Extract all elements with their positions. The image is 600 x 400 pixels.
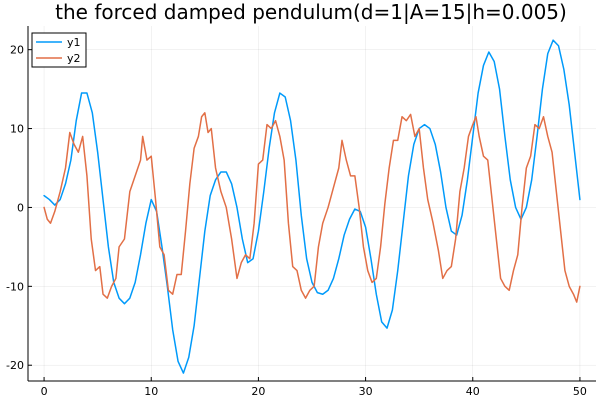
x-tick-label: 50 [573,385,587,398]
series-line-y1 [43,39,581,374]
y-tick-label: 10 [10,123,24,136]
x-tick-label: 20 [251,385,265,398]
legend-box [31,32,87,68]
legend-label-y2: y2 [67,52,81,65]
x-tick-label: 10 [144,385,158,398]
tick-labels: 0 10 20 30 40 50 -20 -10 0 10 20 [6,44,587,398]
y-tick-label: -20 [6,359,24,372]
series-line-y2 [43,112,581,303]
grid [28,26,596,381]
y-tick-label: 20 [10,44,24,57]
chart-title: the forced damped pendulum(d=1|A=15|h=0.… [55,0,567,24]
x-tick-label: 40 [466,385,480,398]
y-tick-label: 0 [17,201,24,214]
legend-label-y1: y1 [67,36,81,49]
series [43,39,581,374]
axes [27,26,596,382]
x-tick-label: 0 [41,385,48,398]
y-tick-label: -10 [6,280,24,293]
legend: y1 y2 [31,32,87,68]
x-tick-label: 30 [359,385,373,398]
